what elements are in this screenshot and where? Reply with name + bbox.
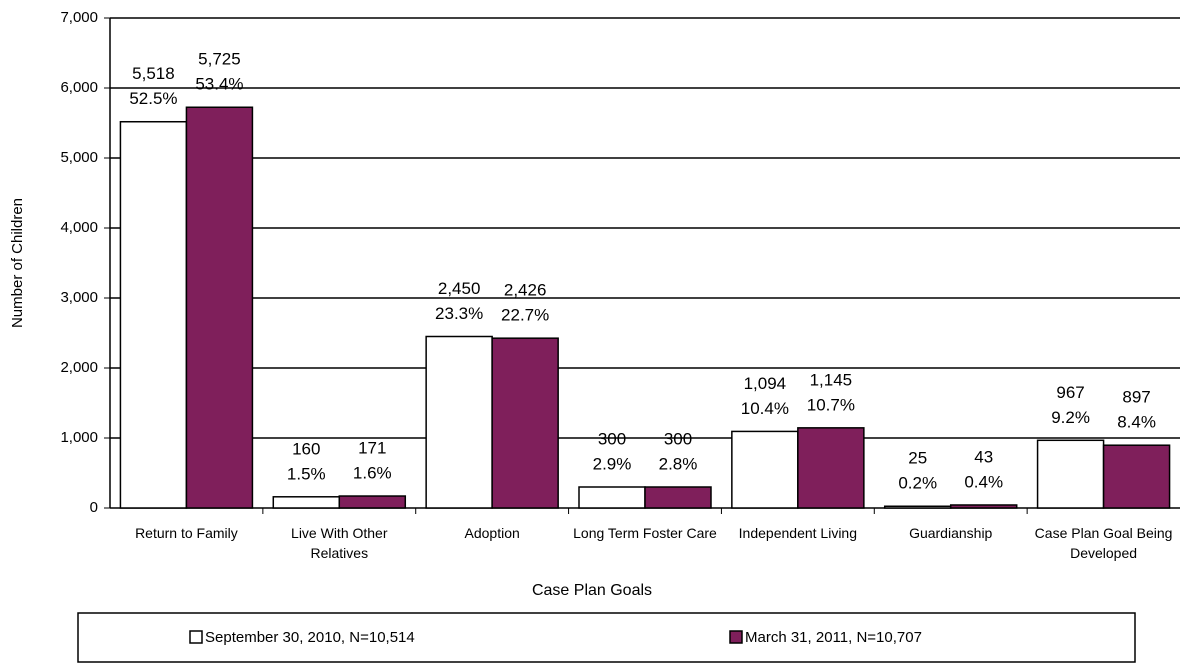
y-tick-label: 0 xyxy=(90,499,98,516)
x-tick-label: Guardianship xyxy=(909,525,993,541)
data-label: 300 xyxy=(664,429,692,448)
data-label: 160 xyxy=(292,439,320,458)
bar xyxy=(883,505,952,509)
y-tick-label: 7,000 xyxy=(60,9,98,26)
data-label: 300 xyxy=(598,429,626,448)
data-label: 22.7% xyxy=(501,306,549,325)
x-tick-label: Live With Other Relatives xyxy=(291,525,388,561)
data-label: 1.5% xyxy=(287,464,326,483)
data-label: 25 xyxy=(908,449,927,468)
data-label: 0.2% xyxy=(898,474,937,493)
y-axis-title: Number of Children xyxy=(9,198,26,328)
data-label: 897 xyxy=(1122,388,1150,407)
data-label: 2,450 xyxy=(438,279,481,298)
x-tick-label: Return to Family xyxy=(135,525,238,541)
legend-swatch xyxy=(729,630,743,644)
x-tick-label: Long Term Foster Care xyxy=(573,525,717,541)
data-label: 1.6% xyxy=(353,464,392,483)
legend-label: March 31, 2011, N=10,707 xyxy=(745,629,922,646)
data-label: 52.5% xyxy=(129,89,177,108)
data-label: 0.4% xyxy=(964,472,1003,491)
bar xyxy=(644,486,712,509)
data-label: 1,145 xyxy=(810,370,853,389)
data-label: 43 xyxy=(974,447,993,466)
data-label: 171 xyxy=(358,439,386,458)
bar xyxy=(272,496,341,509)
data-label: 5,518 xyxy=(132,64,175,83)
bar xyxy=(338,495,407,509)
bar xyxy=(425,335,493,509)
bar xyxy=(797,427,865,509)
data-label: 5,725 xyxy=(198,50,241,69)
x-tick-label: Adoption xyxy=(464,525,520,541)
y-tick-label: 4,000 xyxy=(60,219,98,236)
data-label: 23.3% xyxy=(435,304,483,323)
bar xyxy=(578,486,646,509)
data-label: 1,094 xyxy=(744,374,787,393)
bar xyxy=(1036,439,1105,509)
legend-swatch xyxy=(189,630,203,644)
bar xyxy=(491,337,559,509)
legend-box xyxy=(77,612,1136,663)
data-label: 10.7% xyxy=(807,395,855,414)
y-tick-label: 6,000 xyxy=(60,79,98,96)
bar xyxy=(185,106,254,509)
y-tick-label: 3,000 xyxy=(60,289,98,306)
legend-label: September 30, 2010, N=10,514 xyxy=(205,629,415,646)
data-label: 2.8% xyxy=(659,454,698,473)
x-tick-label: Independent Living xyxy=(738,525,857,541)
bar xyxy=(1102,444,1171,509)
bar xyxy=(949,504,1018,509)
data-label: 10.4% xyxy=(741,399,789,418)
data-label: 9.2% xyxy=(1051,408,1090,427)
data-label: 53.4% xyxy=(195,75,243,94)
data-label: 8.4% xyxy=(1117,413,1156,432)
x-tick-label: Case Plan Goal Being Developed xyxy=(1034,525,1173,561)
data-label: 2.9% xyxy=(593,454,632,473)
y-tick-label: 2,000 xyxy=(60,359,98,376)
x-axis-title: Case Plan Goals xyxy=(532,582,652,599)
data-label: 967 xyxy=(1056,383,1084,402)
bar xyxy=(731,430,799,509)
data-label: 2,426 xyxy=(504,281,547,300)
y-tick-label: 5,000 xyxy=(60,149,98,166)
y-tick-label: 1,000 xyxy=(60,429,98,446)
bar xyxy=(119,120,188,509)
